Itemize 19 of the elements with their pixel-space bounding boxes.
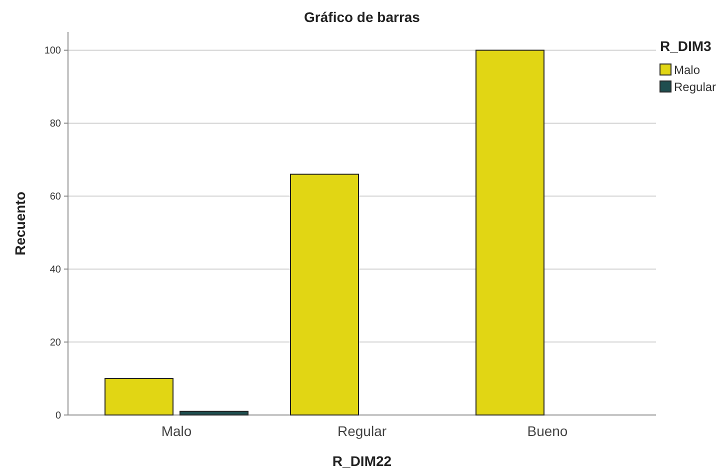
legend-title: R_DIM3 [660, 38, 712, 54]
x-tick-label: Bueno [527, 423, 568, 439]
y-tick-label: 60 [50, 192, 62, 203]
y-tick-label: 40 [50, 264, 62, 276]
chart-title: Gráfico de barras [304, 9, 420, 25]
y-tick-label: 100 [44, 46, 62, 57]
legend-label: Malo [674, 63, 700, 77]
bar [104, 378, 174, 416]
y-tick-label: 20 [50, 338, 62, 349]
bar [290, 174, 359, 416]
bar [180, 410, 249, 416]
y-tick-label: 80 [50, 118, 62, 130]
y-tick-label: 0 [55, 410, 62, 422]
bar [475, 50, 544, 416]
x-tick-label: Malo [161, 423, 192, 439]
x-tick-label: Regular [337, 423, 387, 439]
y-axis-title: Recuento [12, 192, 28, 256]
x-axis-title: R_DIM22 [332, 453, 392, 469]
legend-label: Regular [674, 80, 716, 94]
